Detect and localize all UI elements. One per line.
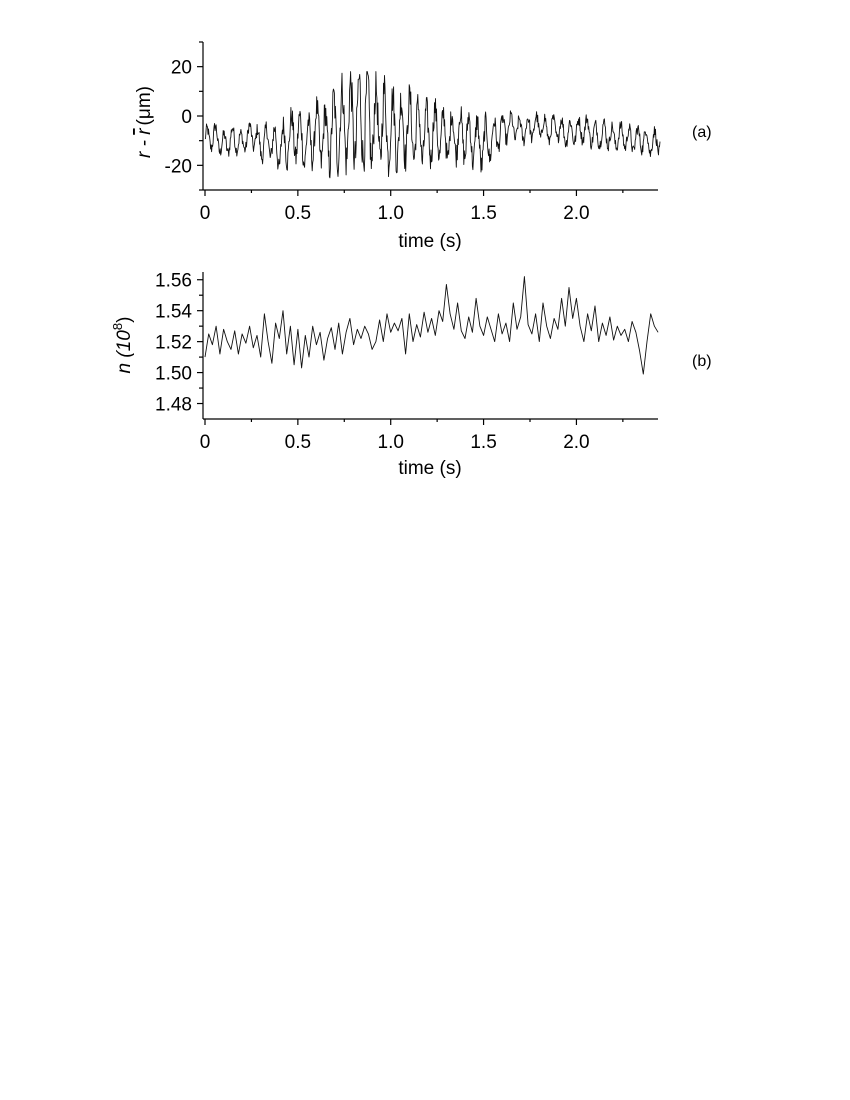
panel-a-y-tick-label: 0 <box>181 107 192 128</box>
panel-a-y-label-r: r - <box>134 135 155 158</box>
panel-b-x-tick-label: 2.0 <box>563 432 589 453</box>
panel-b-y-label-n: n (10 <box>114 330 135 374</box>
panel-a-tag: (a) <box>692 124 712 141</box>
panel-a-x-tick-label: 1.5 <box>470 203 496 224</box>
panel-b-x-tick-label: 0 <box>200 432 211 453</box>
panel-b-y-tick-label: 1.50 <box>155 364 192 385</box>
panel-b-y-label-suffix: ) <box>114 317 135 323</box>
panel-a-y-label-rbar: r <box>134 128 155 135</box>
panel-b-x-tick-label: 1.0 <box>378 432 404 453</box>
panel-b-x-tick-label: 1.5 <box>470 432 496 453</box>
panel-b-y-tick-label: 1.54 <box>155 302 192 323</box>
panel-a-y-ticks: -20 0 20 <box>165 41 203 191</box>
panel-b-x-axis-label: time (s) <box>398 458 461 479</box>
panel-b: 0 0.5 1.0 1.5 2.0 1.48 1.50 1.52 1.54 1.56 time … <box>110 271 712 479</box>
panel-a-y-tick-label: 20 <box>171 58 192 79</box>
panel-b-y-axis-label: n (108) <box>110 317 135 374</box>
panel-a-x-tick-label: 1.0 <box>378 203 404 224</box>
panel-a-y-axis-label: r - r (μm) <box>134 86 155 158</box>
panel-b-y-tick-label: 1.52 <box>155 333 192 354</box>
panel-b-y-tick-label: 1.48 <box>155 395 192 416</box>
panel-b-x-tick-label: 0.5 <box>285 432 311 453</box>
panel-a-y-tick-label: -20 <box>165 156 192 177</box>
panel-b-x-ticks: 0 0.5 1.0 1.5 2.0 <box>200 419 624 453</box>
panel-a-x-tick-label: 0 <box>200 203 211 224</box>
panel-a-y-label-unit: (μm) <box>134 86 155 125</box>
panel-a-series-line <box>204 71 661 179</box>
panel-a-x-axis-label: time (s) <box>398 231 461 252</box>
panel-b-y-ticks: 1.48 1.50 1.52 1.54 1.56 <box>155 271 203 416</box>
panel-b-tag: (b) <box>692 353 712 370</box>
panel-a-x-tick-label: 2.0 <box>563 203 589 224</box>
panel-a-x-tick-label: 0.5 <box>285 203 311 224</box>
panel-b-y-tick-label: 1.56 <box>155 271 192 292</box>
panel-b-y-label-exponent: 8 <box>110 323 125 330</box>
panel-a-x-ticks: 0 0.5 1.0 1.5 2.0 <box>200 190 624 224</box>
panel-b-series-line <box>204 276 659 375</box>
